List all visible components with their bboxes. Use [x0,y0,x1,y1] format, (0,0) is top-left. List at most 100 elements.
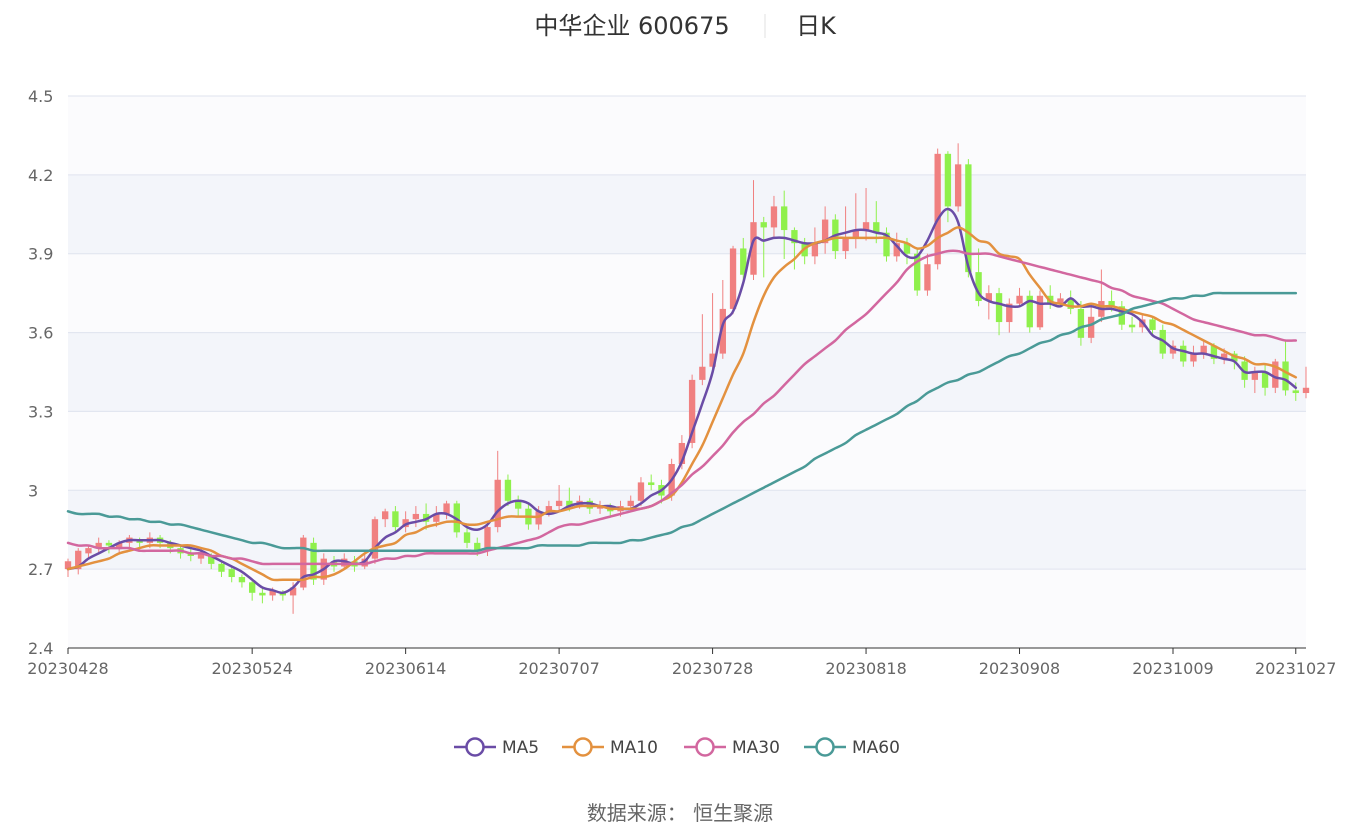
legend-marker-icon [815,737,835,757]
candle-body [954,164,962,207]
candle-body [1108,301,1115,307]
y-tick-label: 2.7 [28,560,53,579]
candle-body [197,553,205,559]
y-tick-label: 4.5 [28,87,53,106]
candle-body [85,548,92,554]
candle-body [1077,308,1085,338]
candle [515,495,522,517]
candle [412,506,420,528]
candle-body [289,587,297,596]
candle-body [914,253,921,291]
candle-body [781,206,788,231]
candle-body [924,264,931,291]
y-tick-label: 3 [28,481,38,500]
x-tick-label: 20231009 [1132,659,1213,678]
legend-item-ma10[interactable]: MA10 [562,737,658,758]
candle-body [545,506,553,512]
candle-body [791,230,798,244]
candle-body [1302,387,1310,394]
candle [1067,290,1074,315]
candle [1077,301,1085,346]
candle [95,537,102,554]
grid-band [68,174,1306,254]
candle [811,227,819,265]
candle-body [279,592,287,596]
candle [1292,382,1299,401]
candle-body [566,500,573,507]
candle-body [648,482,655,486]
legend-item-ma60[interactable]: MA60 [804,737,900,758]
x-tick-label: 20230614 [365,659,446,678]
candle-body [484,527,491,551]
candle-body [208,556,215,564]
candle [750,180,757,280]
legend-item-ma5[interactable]: MA5 [454,737,539,758]
candle-body [1190,353,1197,362]
candle-layer [64,143,1310,614]
chart-title: 中华企业 600675 [534,12,729,40]
candle [1016,287,1023,307]
candle-body [269,590,276,596]
candle-body [515,500,522,509]
legend-marker-icon [465,737,485,757]
candle-body [115,542,123,549]
candle-body [310,542,317,580]
candle-body [1149,319,1156,330]
candle-body [985,293,992,302]
axis-layer: 2.4 2.7 3 3.3 3.6 3.9 4.2 4.5 20230428 20230524 20… [27,87,1336,678]
candle-body [1087,316,1095,338]
legend-label: MA5 [502,738,539,758]
ma30-line [66,249,1298,566]
candle-body [187,553,194,556]
candle-body [75,550,82,570]
legend-marker-icon [573,737,593,757]
candle-body [740,248,747,275]
candle-body [1057,298,1064,304]
candle [187,548,194,562]
candle-body [883,232,890,257]
legend-marker-icon [695,737,715,757]
legend-item-ma30[interactable]: MA30 [684,737,780,758]
candle-body [1006,303,1013,323]
candle [1128,316,1136,333]
candle [1036,290,1044,330]
candle [392,506,399,533]
candle [760,216,767,278]
candle-body [842,237,849,252]
ma5-line [66,207,1298,595]
candle-body [852,230,859,238]
legend-label: MA10 [610,738,658,758]
candle [944,151,952,223]
candle-body [1128,324,1136,328]
candle-body [228,569,235,578]
candle-body [862,222,870,231]
candle-body [382,511,389,520]
candle-body [893,243,900,257]
candle [791,227,798,270]
candle [555,485,563,512]
candle [228,566,235,583]
candle-body [105,542,113,546]
candle [1302,366,1310,399]
y-tick-label: 3.9 [28,245,53,264]
grid-band [68,332,1306,412]
candle [975,248,982,307]
candle-body [1067,298,1074,309]
x-tick-label: 20230428 [27,659,108,678]
candle-body [371,519,379,559]
legend[interactable]: MA5 MA10 MA30 MA60 [454,737,900,758]
candle [729,245,737,315]
candle [648,474,655,491]
candle-body [729,248,737,309]
candle [218,561,225,578]
candle-body [555,500,563,507]
candle [954,143,962,212]
candle [75,548,82,575]
x-tick-label: 20230728 [672,659,753,678]
candle [873,201,880,244]
candle-body [412,513,420,520]
candle [248,579,256,601]
chart-period: 日K [796,12,837,40]
y-tick-label: 2.4 [28,639,53,658]
candle-body [873,222,880,233]
